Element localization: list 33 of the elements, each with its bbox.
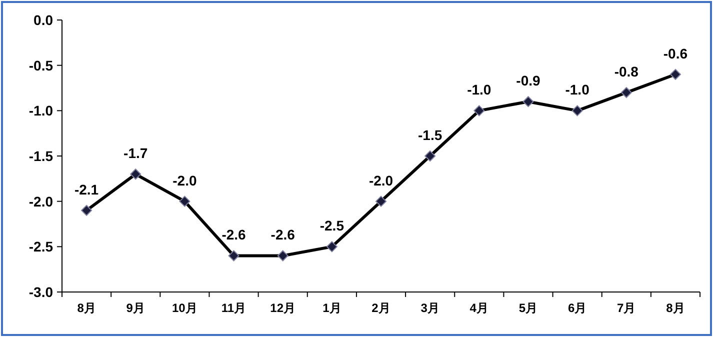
y-tick-label: -1.0 (28, 102, 54, 119)
x-tick-label: 10月 (172, 301, 198, 315)
x-tick-label: 4月 (470, 301, 488, 315)
data-label: -2.0 (368, 172, 394, 188)
data-label: -2.1 (74, 181, 99, 198)
x-tick-label: 5月 (518, 301, 538, 315)
x-tick-label: 1月 (322, 301, 342, 315)
x-tick-label: 8月 (77, 301, 96, 315)
y-tick-label: 0.0 (34, 12, 54, 28)
data-label: -2.0 (172, 172, 197, 188)
data-label: -2.5 (320, 218, 344, 234)
data-label: -1.0 (565, 82, 590, 98)
y-tick-label: -1.5 (28, 148, 54, 164)
y-tick-label: -2.5 (28, 238, 54, 255)
x-tick-label: 6月 (568, 301, 587, 315)
y-tick-label: -3.0 (28, 284, 54, 300)
data-label: -1.5 (418, 127, 442, 143)
data-label: -0.6 (663, 45, 688, 62)
data-label: -1.7 (124, 145, 148, 162)
x-tick-label: 9月 (126, 301, 145, 315)
x-tick-label: 3月 (420, 301, 440, 315)
data-label: -0.8 (614, 64, 639, 80)
x-tick-label: 12月 (270, 301, 296, 315)
y-tick-label: -2.0 (28, 193, 54, 210)
data-label: -2.6 (270, 226, 296, 243)
x-tick-label: 11月 (221, 301, 246, 315)
x-tick-label: 8月 (666, 301, 685, 315)
y-tick-label: -0.5 (28, 57, 54, 74)
data-label: -0.9 (516, 72, 541, 89)
x-tick-label: 7月 (617, 301, 636, 315)
data-label: -1.0 (467, 82, 492, 98)
data-label: -2.6 (222, 226, 246, 243)
x-tick-label: 2月 (372, 301, 390, 315)
